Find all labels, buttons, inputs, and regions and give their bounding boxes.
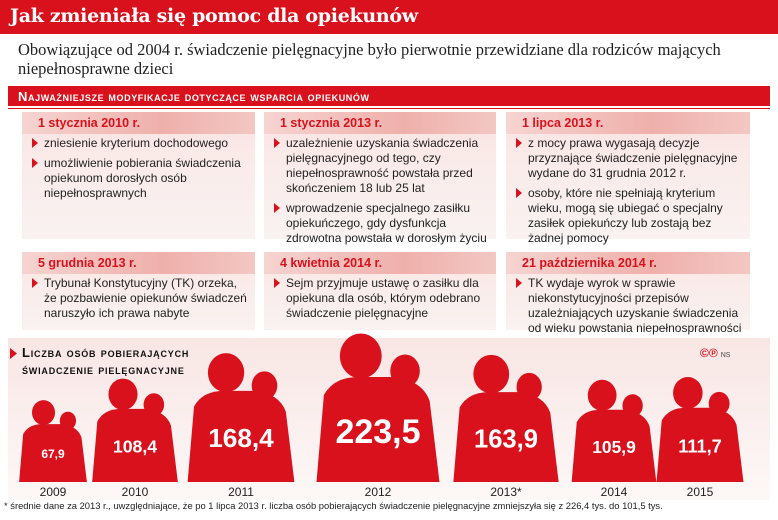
bar-child-head	[251, 371, 278, 400]
card-date: 21 października 2014 r.	[506, 252, 750, 274]
credit-initials: NS	[720, 352, 731, 359]
bar-head	[673, 377, 703, 409]
card-item: Trybunał Konstytucyjny (TK) orzeka, że p…	[32, 276, 249, 321]
card-list: zniesienie kryterium dochodowego umożliw…	[22, 134, 255, 201]
value-label: 67,9	[41, 447, 65, 461]
bar-body	[571, 409, 657, 482]
value-label: 111,7	[678, 436, 722, 456]
bar-body	[656, 407, 744, 482]
value-label: 108,4	[113, 437, 157, 457]
section-heading-bar: Najważniejsze modyfikacje dotyczące wspa…	[8, 86, 770, 106]
page-title: Jak zmieniała się pomoc dla opiekunów	[10, 5, 418, 27]
category-label: 2015	[687, 485, 714, 499]
chart-title: Liczba osób pobierających świadczenie pi…	[22, 344, 262, 378]
card-date: 1 lipca 2013 r.	[506, 112, 750, 134]
card-list: Trybunał Konstytucyjny (TK) orzeka, że p…	[22, 274, 255, 321]
bar-2010	[92, 378, 178, 482]
category-label: 2009	[40, 485, 67, 499]
bar-child-head	[708, 391, 730, 416]
card-item: TK wydaje wyrok w sprawie niekonstytucyj…	[516, 276, 744, 336]
card-item: umożliwienie pobierania świadczenia opie…	[32, 156, 249, 201]
bar-child-head	[622, 394, 643, 417]
bar-body	[92, 408, 178, 482]
bar-body	[453, 392, 559, 482]
value-label: 105,9	[592, 437, 636, 457]
credit: ©℗ NS	[700, 346, 730, 360]
value-label: 168,4	[208, 423, 274, 453]
category-label: 2014	[601, 485, 628, 499]
card-date: 5 grudnia 2013 r.	[22, 252, 255, 274]
bar-body	[316, 377, 440, 482]
bar-child-head	[143, 393, 165, 417]
bar-2014	[571, 379, 657, 482]
bar-head	[31, 400, 56, 425]
bar-head	[339, 333, 382, 379]
timeline-card-2014-apr: 4 kwietnia 2014 r. Sejm przyjmuje ustawę…	[264, 252, 496, 330]
card-item: uzależnienie uzyskania świadczenia pielę…	[274, 136, 490, 196]
timeline-card-2013-jul: 1 lipca 2013 r. z mocy prawa wygasają de…	[506, 112, 750, 245]
card-date: 4 kwietnia 2014 r.	[264, 252, 496, 274]
bar-head	[473, 354, 510, 394]
category-label: 2011	[228, 485, 254, 499]
card-list: uzależnienie uzyskania świadczenia pielę…	[264, 134, 496, 246]
timeline-card-2013-dec: 5 grudnia 2013 r. Trybunał Konstytucyjny…	[22, 252, 255, 330]
card-item: Sejm przyjmuje ustawę o zasiłku dla opie…	[274, 276, 490, 321]
subtitle: Obowiązujące od 2004 r. świadczenie piel…	[18, 40, 721, 78]
footnote: * średnie dane za 2013 r., uwzględniając…	[4, 500, 663, 511]
bar-head	[587, 379, 617, 411]
bar-child-head	[390, 354, 420, 388]
title-bar: Jak zmieniała się pomoc dla opiekunów	[0, 0, 778, 34]
bar-2013*	[453, 354, 559, 482]
timeline-card-2010: 1 stycznia 2010 r. zniesienie kryterium …	[22, 112, 255, 239]
card-date: 1 stycznia 2013 r.	[264, 112, 496, 134]
timeline-card-2014-oct: 21 października 2014 r. TK wydaje wyrok …	[506, 252, 750, 335]
card-list: Sejm przyjmuje ustawę o zasiłku dla opie…	[264, 274, 496, 321]
timeline-card-2013-jan: 1 stycznia 2013 r. uzależnienie uzyskani…	[264, 112, 496, 245]
credit-mark: ©℗	[700, 346, 718, 360]
card-item: wprowadzenie specjalnego zasiłku opiekuń…	[274, 201, 490, 246]
card-list: TK wydaje wyrok w sprawie niekonstytucyj…	[506, 274, 750, 336]
bar-child-head	[59, 411, 77, 430]
bar-head	[108, 378, 138, 410]
bar-2009	[19, 400, 87, 482]
card-date: 1 stycznia 2010 r.	[22, 112, 255, 134]
card-list: z mocy prawa wygasają decyzje przyznając…	[506, 134, 750, 246]
value-label: 223,5	[335, 413, 420, 451]
bar-body	[187, 390, 295, 482]
card-item: osoby, które nie spełniają kryterium wie…	[516, 186, 744, 246]
category-label: 2012	[365, 485, 392, 499]
card-item: zniesienie kryterium dochodowego	[32, 136, 249, 151]
bar-child-head	[516, 372, 542, 402]
bar-2012	[316, 333, 440, 482]
category-label: 2013*	[490, 485, 522, 499]
category-label: 2010	[122, 485, 149, 499]
bar-2015	[656, 377, 744, 482]
value-label: 163,9	[474, 425, 538, 453]
card-item: z mocy prawa wygasają decyzje przyznając…	[516, 136, 744, 181]
section-heading: Najważniejsze modyfikacje dotyczące wspa…	[18, 89, 370, 104]
bar-body	[19, 424, 87, 482]
